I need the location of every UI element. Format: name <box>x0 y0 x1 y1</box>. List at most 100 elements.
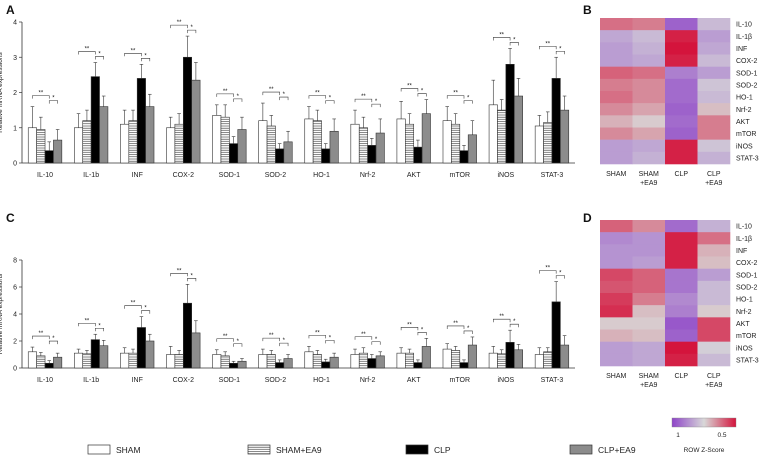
heatmap-cell <box>632 18 666 31</box>
significance-bracket <box>216 338 234 342</box>
bar-sham-ea9 <box>312 354 322 369</box>
significance-bracket <box>95 56 104 60</box>
significance-bracket <box>509 323 519 328</box>
heatmap-cell <box>632 256 666 269</box>
significance-bracket <box>48 100 58 104</box>
heatmap-cell <box>697 353 731 367</box>
heatmap-cell <box>665 317 698 330</box>
bar-sham-ea9 <box>266 125 276 164</box>
heatmap-row-label: iNOS <box>736 345 753 352</box>
y-tick-label: 2 <box>13 90 17 97</box>
y-tick-label: 8 <box>13 258 17 265</box>
significance-star: * <box>513 37 516 43</box>
heatmap-cell <box>600 139 633 153</box>
bar-clp <box>90 339 100 369</box>
color-scale-tick: 1 <box>676 432 680 439</box>
color-scale-label: ROW Z-Score <box>684 447 725 454</box>
heatmap-cell <box>600 280 633 294</box>
bar-clp <box>44 362 54 369</box>
bar-sham <box>534 354 544 369</box>
panel-label-b: B <box>583 3 592 17</box>
heatmap-cell <box>632 66 666 80</box>
bar-sham <box>212 115 222 164</box>
significance-bracket <box>555 275 565 279</box>
heatmap-cell <box>632 115 666 128</box>
bar-clp-ea9 <box>99 106 109 164</box>
legend-label: CLP <box>434 445 451 455</box>
significance-bracket <box>124 305 142 309</box>
significance-star: * <box>421 89 424 95</box>
category-label: IL-1b <box>83 172 99 179</box>
bar-clp-ea9 <box>99 345 109 369</box>
panel-label-d: D <box>583 211 592 225</box>
category-label: COX-2 <box>173 172 195 179</box>
bar-clp <box>367 358 377 369</box>
category-label: COX-2 <box>173 377 195 384</box>
heatmap-cell <box>697 280 731 294</box>
heatmap-cell <box>600 220 633 233</box>
heatmap-cell <box>632 244 666 257</box>
bar-clp-ea9 <box>191 332 201 369</box>
significance-star: * <box>375 99 378 105</box>
significance-bracket <box>371 103 381 108</box>
bar-clp <box>505 64 515 164</box>
significance-star: ** <box>545 41 550 47</box>
heatmap-row-label: SOD-2 <box>736 82 758 89</box>
y-tick-label: 1 <box>13 125 17 132</box>
y-tick-label: 0 <box>13 366 17 373</box>
bar-sham <box>442 120 452 164</box>
heatmap-column-label: CLP <box>674 171 688 178</box>
heatmap-cell <box>697 54 731 67</box>
significance-star: ** <box>269 87 274 93</box>
bar-sham <box>304 351 314 369</box>
bar-clp <box>505 342 515 369</box>
y-tick-label: 4 <box>13 20 17 27</box>
heatmap-cell <box>665 127 698 140</box>
category-label: mTOR <box>450 377 470 384</box>
heatmap-cell <box>632 293 666 306</box>
heatmap-cell <box>600 353 633 367</box>
bar-clp-ea9 <box>145 106 155 164</box>
bar-clp <box>229 143 239 164</box>
significance-star: ** <box>315 330 320 336</box>
significance-star: ** <box>39 91 44 97</box>
heatmap-cell <box>600 329 633 342</box>
heatmap-cell <box>600 244 633 257</box>
legend-label: SHAM+EA9 <box>276 445 322 455</box>
heatmap-cell <box>665 256 698 269</box>
panel-label-c: C <box>6 211 15 225</box>
heatmap-cell <box>600 91 633 104</box>
heatmap-cell <box>665 280 698 294</box>
heatmap-cell <box>600 151 633 165</box>
heatmap-row-label: INF <box>736 248 747 255</box>
significance-star: ** <box>453 91 458 97</box>
heatmap-cell <box>665 353 698 367</box>
bar-sham <box>258 354 268 369</box>
heatmap-cell <box>632 341 666 355</box>
y-tick-label: 2 <box>13 339 17 346</box>
significance-star: * <box>191 273 194 279</box>
bar-clp-ea9 <box>329 356 339 369</box>
legend-label: CLP+EA9 <box>598 445 636 455</box>
y-tick-label: 4 <box>13 312 17 319</box>
heatmap-row-label: SOD-1 <box>736 272 758 279</box>
significance-bracket <box>32 95 50 99</box>
bar-clp <box>413 362 423 369</box>
heatmap-cell <box>697 329 731 342</box>
bar-sham <box>534 125 544 164</box>
bar-sham <box>304 118 314 164</box>
heatmap-column-label: SHAM <box>639 373 659 380</box>
heatmap-cell <box>697 293 731 306</box>
color-scale-tick: 0.5 <box>717 432 726 439</box>
heatmap-row-label: mTOR <box>736 333 756 340</box>
heatmap-cell <box>697 317 731 330</box>
significance-bracket <box>446 325 465 329</box>
bar-sham <box>396 352 406 369</box>
heatmap-cell <box>697 78 731 92</box>
bar-sham-ea9 <box>128 120 138 164</box>
heatmap-cell <box>632 305 666 318</box>
significance-star: ** <box>85 47 90 53</box>
heatmap-cell <box>697 103 731 116</box>
category-label: iNOS <box>498 172 515 179</box>
